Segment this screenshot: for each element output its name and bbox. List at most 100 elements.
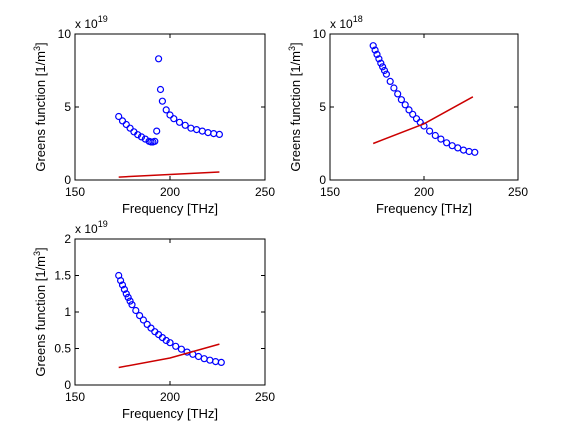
x-tick-label: 250 <box>508 185 528 199</box>
data-point-marker <box>115 112 123 121</box>
data-point-marker <box>397 96 405 104</box>
data-point-marker <box>116 277 125 285</box>
data-point-marker <box>137 133 146 141</box>
y-axis-label-end: ] <box>288 42 303 46</box>
y-axis-label-main: Greens function [1/m <box>288 51 303 172</box>
data-point-marker <box>382 70 390 78</box>
exponent-base: x 10 <box>330 17 353 31</box>
x-tick-label: 250 <box>255 185 275 199</box>
y-axis-label-superscript: 3 <box>32 251 42 256</box>
data-point-marker <box>375 55 383 63</box>
data-point-marker <box>126 297 134 305</box>
y-tick-label: 5 <box>319 100 326 114</box>
data-point-marker <box>409 110 417 118</box>
data-point-marker <box>426 127 434 135</box>
axes-box <box>74 33 266 181</box>
data-point-marker <box>132 306 140 315</box>
x-tick-label: 200 <box>414 185 434 199</box>
axis-exponent-label: x 1019 <box>75 219 108 236</box>
y-tick-label: 0 <box>64 378 71 392</box>
y-tick-label: 0.5 <box>54 342 71 356</box>
data-point-marker <box>141 135 149 143</box>
axes-box <box>74 238 266 386</box>
data-point-marker <box>166 339 174 347</box>
exponent-base: x 10 <box>75 222 98 236</box>
data-point-marker <box>122 290 130 298</box>
data-point-marker <box>162 106 170 114</box>
data-point-marker <box>122 120 130 129</box>
y-axis-label-end: ] <box>33 42 48 46</box>
data-point-marker <box>147 324 155 332</box>
data-point-marker <box>369 42 377 50</box>
x-axis-label: Frequency [THz] <box>122 406 218 421</box>
data-point-marker <box>170 115 178 123</box>
data-point-marker <box>156 85 165 94</box>
data-point-marker <box>373 50 381 59</box>
x-tick-label: 150 <box>320 185 340 199</box>
exponent-power: 19 <box>98 219 108 229</box>
data-point-marker <box>431 131 439 140</box>
data-point-marker <box>172 342 180 350</box>
exponent-power: 18 <box>353 14 363 24</box>
x-tick-label: 200 <box>160 185 180 199</box>
data-point-marker <box>386 77 394 86</box>
data-point-marker <box>405 106 413 114</box>
data-point-marker <box>377 59 385 67</box>
y-axis-label-main: Greens function [1/m <box>33 256 48 377</box>
data-point-marker <box>143 320 151 328</box>
data-point-marker <box>155 55 163 63</box>
axis-exponent-label: x 1018 <box>330 14 363 31</box>
data-point-marker <box>379 63 387 71</box>
axis-exponent-label: x 1019 <box>75 14 108 31</box>
axes-box <box>329 33 519 181</box>
data-point-marker <box>134 131 142 139</box>
y-tick-label: 0 <box>64 173 71 187</box>
data-point-marker <box>136 312 144 320</box>
data-point-marker <box>471 148 479 156</box>
data-point-marker <box>390 84 398 92</box>
data-point-marker <box>443 139 451 147</box>
y-tick-label: 10 <box>58 27 72 41</box>
subplot-2: 150 200 250 0 5 10x 1018 Frequency [THz] Greens… <box>287 14 528 216</box>
y-tick-label: 2 <box>64 232 71 246</box>
reference-curve-line <box>118 171 220 178</box>
x-axis-label: Frequency [THz] <box>376 201 472 216</box>
y-axis-label-superscript: 3 <box>32 46 42 51</box>
y-axis-label: Greens function [1/m3] <box>32 42 48 171</box>
y-axis-label: Greens function [1/m3] <box>32 247 48 376</box>
data-point-marker <box>120 285 129 293</box>
data-point-marker <box>181 121 189 129</box>
exponent-power: 19 <box>98 14 108 24</box>
y-axis-label-end: ] <box>33 247 48 251</box>
data-point-marker <box>380 66 389 75</box>
data-point-marker <box>177 345 185 353</box>
data-point-marker <box>139 316 147 324</box>
x-tick-label: 250 <box>255 390 275 404</box>
data-point-marker <box>151 137 159 145</box>
y-tick-label: 0 <box>319 173 326 187</box>
data-point-marker <box>371 46 379 54</box>
x-tick-label: 150 <box>65 390 85 404</box>
data-point-marker <box>162 336 170 345</box>
data-point-marker <box>215 130 223 138</box>
data-point-marker <box>126 124 134 132</box>
y-tick-label: 10 <box>313 27 327 41</box>
y-axis-label-superscript: 3 <box>287 46 297 51</box>
exponent-base: x 10 <box>75 17 98 31</box>
subplot-3: 150 200 250 0 0.5 1 1.5 2 x 1019 Frequency [THz] G… <box>32 219 275 421</box>
data-point-marker <box>118 117 127 125</box>
y-tick-label: 1 <box>64 305 71 319</box>
data-point-marker <box>124 293 132 301</box>
y-axis-label-main: Greens function [1/m <box>33 51 48 172</box>
subplot-1: 150 200 250 0 5 10x 1019 Frequency [THz] Greens… <box>32 14 275 216</box>
data-point-marker <box>158 97 166 105</box>
data-point-marker <box>153 127 161 135</box>
data-point-marker <box>401 101 409 109</box>
x-axis-label: Frequency [THz] <box>122 201 218 216</box>
reference-curve-line <box>118 343 220 369</box>
data-point-marker <box>394 90 402 98</box>
data-point-marker <box>175 118 184 126</box>
x-tick-label: 150 <box>65 185 85 199</box>
y-tick-label: 1.5 <box>54 269 71 283</box>
